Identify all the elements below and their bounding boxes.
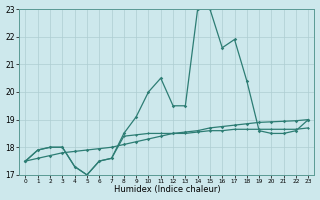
X-axis label: Humidex (Indice chaleur): Humidex (Indice chaleur)	[114, 185, 220, 194]
